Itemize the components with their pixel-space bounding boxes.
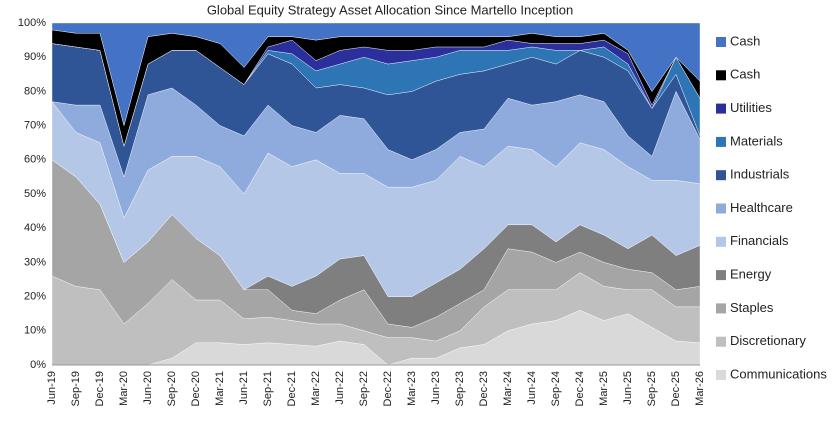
legend-swatch: [716, 203, 726, 214]
legend-label: Staples: [730, 300, 774, 315]
legend-label: Cash: [730, 67, 760, 82]
x-tick-label: Sep-19: [70, 371, 82, 406]
legend-label: Healthcare: [730, 200, 793, 215]
x-tick-label: Mar-21: [214, 371, 226, 406]
y-tick-label: 40%: [24, 222, 46, 234]
legend-swatch: [716, 270, 726, 281]
legend-label: Cash: [730, 33, 760, 48]
x-tick-label: Dec-22: [382, 371, 394, 406]
legend-swatch: [716, 236, 726, 247]
x-tick-label: Jun-20: [142, 371, 154, 405]
legend-label: Materials: [730, 133, 783, 148]
legend-swatch: [716, 136, 726, 147]
legend-swatch: [716, 370, 726, 380]
chart-title: Global Equity Strategy Asset Allocation …: [207, 2, 573, 17]
x-tick-label: Mar-23: [406, 371, 418, 406]
y-tick-label: 10%: [24, 325, 46, 337]
legend-label: Financials: [730, 233, 789, 248]
legend-label: Energy: [730, 267, 772, 282]
x-tick-label: Dec-24: [574, 371, 586, 406]
legend-label: Utilities: [730, 100, 772, 115]
area: [51, 22, 701, 127]
x-tick-label: Sep-23: [454, 371, 466, 406]
legend-label: Discretionary: [730, 333, 806, 348]
y-tick-label: 80%: [24, 85, 46, 97]
y-tick-label: 20%: [24, 291, 46, 303]
x-tick-label: Sep-21: [262, 371, 274, 406]
x-tick-label: Sep-22: [358, 371, 370, 406]
legend-label: Communications: [730, 366, 827, 381]
x-tick-label: Dec-21: [286, 371, 298, 406]
x-tick-label: Mar-24: [502, 371, 514, 406]
x-tick-label: Mar-20: [118, 371, 130, 406]
x-tick-label: Mar-25: [598, 371, 610, 406]
x-tick-label: Mar-26: [694, 371, 706, 406]
y-tick-label: 60%: [24, 154, 46, 166]
x-tick-label: Jun-19: [46, 371, 58, 405]
x-tick-label: Dec-25: [670, 371, 682, 406]
legend-swatch: [716, 336, 726, 347]
legend-swatch: [716, 303, 726, 314]
x-tick-label: Dec-23: [478, 371, 490, 406]
x-tick-label: Jun-24: [526, 371, 538, 405]
legend-swatch: [716, 70, 726, 81]
x-tick-label: Jun-21: [238, 371, 250, 405]
x-tick-label: Jun-23: [430, 371, 442, 405]
y-tick-label: 30%: [24, 256, 46, 268]
legend-swatch: [716, 103, 726, 114]
legend-swatch: [716, 170, 726, 181]
y-tick-label: 70%: [24, 120, 46, 132]
x-tick-label: Dec-19: [94, 371, 106, 406]
x-tick-label: Jun-25: [622, 371, 634, 405]
x-tick-label: Dec-20: [190, 371, 202, 406]
legend: Communications Discretionary Staples Energy…: [716, 33, 827, 381]
y-tick-label: 50%: [24, 188, 46, 200]
legend-swatch: [716, 37, 726, 47]
y-tick-label: 90%: [24, 51, 46, 63]
y-tick-label: 0%: [30, 359, 46, 371]
x-tick-label: Sep-25: [646, 371, 658, 406]
x-tick-label: Mar-22: [310, 371, 322, 406]
x-tick-label: Jun-22: [334, 371, 346, 405]
y-tick-label: 100%: [18, 17, 46, 29]
x-tick-label: Sep-20: [166, 371, 178, 406]
legend-label: Industrials: [730, 167, 790, 182]
x-tick-label: Sep-24: [550, 371, 562, 406]
